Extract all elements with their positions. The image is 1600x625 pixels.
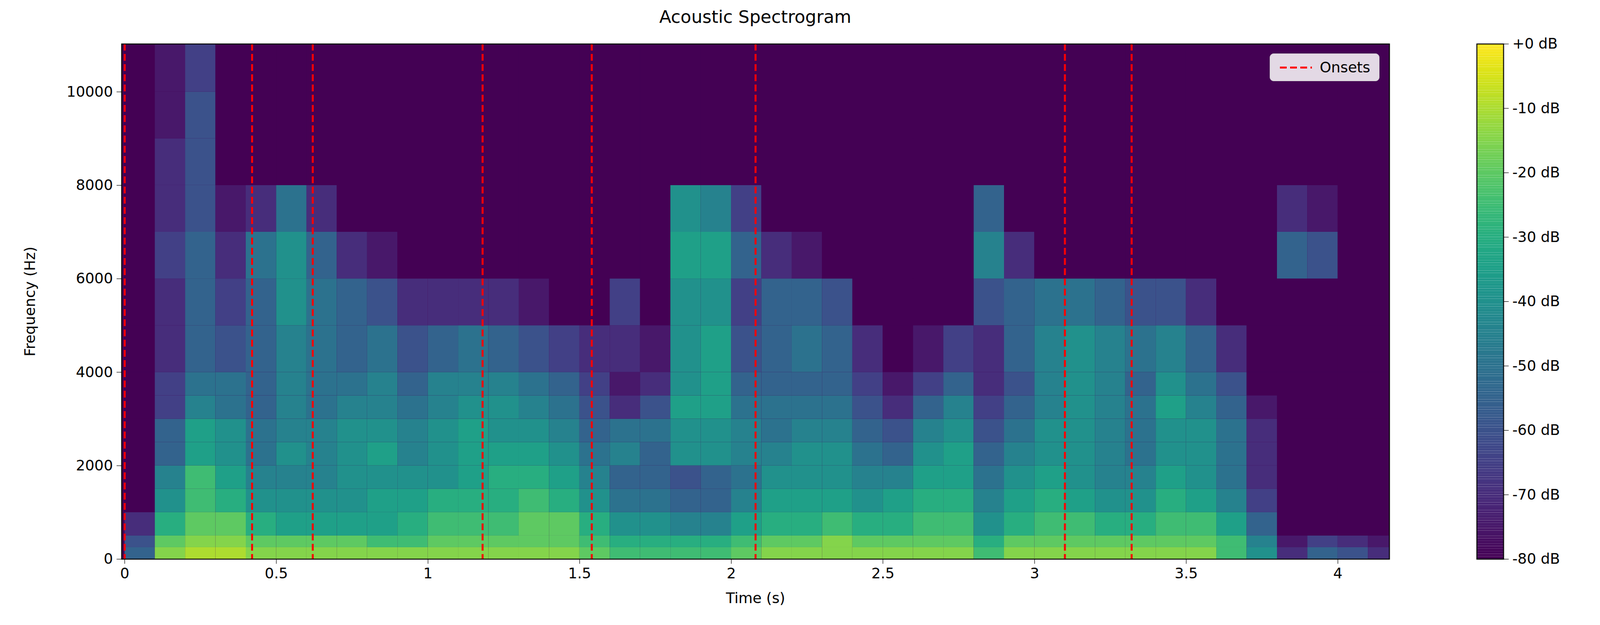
svg-text:2000: 2000 — [75, 456, 113, 474]
svg-text:+0 dB: +0 dB — [1512, 34, 1558, 52]
svg-text:Frequency (Hz): Frequency (Hz) — [21, 246, 39, 357]
svg-text:10000: 10000 — [66, 83, 113, 101]
svg-text:1: 1 — [423, 564, 433, 582]
svg-text:0.5: 0.5 — [264, 564, 289, 582]
svg-text:3: 3 — [1029, 564, 1039, 582]
svg-text:-10 dB: -10 dB — [1512, 99, 1561, 117]
svg-text:-60 dB: -60 dB — [1512, 421, 1561, 439]
svg-text:-30 dB: -30 dB — [1512, 228, 1561, 246]
svg-text:2: 2 — [726, 564, 736, 582]
svg-text:-20 dB: -20 dB — [1512, 163, 1561, 181]
svg-text:3.5: 3.5 — [1174, 564, 1198, 582]
svg-text:-70 dB: -70 dB — [1512, 485, 1561, 503]
svg-text:-80 dB: -80 dB — [1512, 549, 1561, 567]
svg-text:-40 dB: -40 dB — [1512, 292, 1561, 310]
svg-text:-50 dB: -50 dB — [1512, 357, 1561, 375]
html-text:Onsets: Onsets — [1319, 58, 1371, 76]
svg-text:6000: 6000 — [75, 269, 113, 287]
svg-text:Time (s): Time (s) — [725, 589, 786, 607]
svg-text:0: 0 — [103, 549, 113, 567]
svg-text:0: 0 — [119, 564, 130, 582]
svg-text:4: 4 — [1333, 564, 1343, 582]
svg-text:8000: 8000 — [75, 176, 113, 194]
svg-text:1.5: 1.5 — [567, 564, 592, 582]
html-text:Acoustic Spectrogram: Acoustic Spectrogram — [659, 6, 852, 27]
svg-text:4000: 4000 — [75, 363, 113, 381]
svg-text:2.5: 2.5 — [871, 564, 895, 582]
